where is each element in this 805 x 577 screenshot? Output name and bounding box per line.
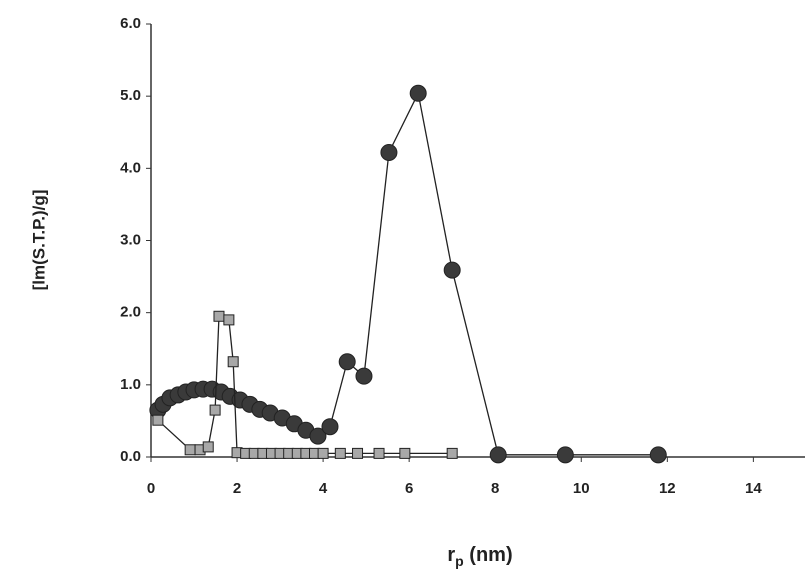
- circle-marker: [557, 447, 573, 463]
- x-axis-label: rp (nm): [447, 544, 512, 568]
- x-tick-label: 2: [233, 480, 241, 497]
- y-tick-label: 6.0: [120, 15, 141, 32]
- circle-marker: [410, 85, 426, 101]
- square-marker: [335, 448, 345, 458]
- y-axis-label: [lm(S.T.P.)/g]: [29, 190, 48, 291]
- square-marker: [153, 415, 163, 425]
- x-tick-label: 6: [405, 480, 413, 497]
- x-tick-label: 0: [147, 480, 155, 497]
- x-label-main: r: [447, 544, 455, 566]
- circle-marker: [322, 419, 338, 435]
- y-tick-label: 3.0: [120, 231, 141, 248]
- square-marker: [447, 448, 457, 458]
- y-tick-label: 5.0: [120, 87, 141, 104]
- square-marker: [214, 311, 224, 321]
- x-tick-label: 8: [491, 480, 499, 497]
- square-marker: [374, 448, 384, 458]
- circle-marker: [444, 262, 460, 278]
- x-tick-label: 12: [659, 480, 676, 497]
- square-marker: [203, 442, 213, 452]
- square-marker: [228, 357, 238, 367]
- y-tick-label: 1.0: [120, 376, 141, 393]
- x-label-sub: p: [455, 553, 464, 569]
- x-tick-label: 4: [319, 480, 328, 497]
- circle-marker: [381, 144, 397, 160]
- chart: [lm(S.T.P.)/g] rp (nm) 0.0 1.0 2.0 3.0 4.0 5.…: [0, 0, 805, 577]
- square-marker: [185, 445, 195, 455]
- x-tick-label: 10: [573, 480, 590, 497]
- circle-marker: [490, 447, 506, 463]
- x-tick-label: 14: [745, 480, 762, 497]
- y-tick-label: 4.0: [120, 159, 141, 176]
- square-marker: [224, 315, 234, 325]
- square-marker: [210, 405, 220, 415]
- x-label-rest: (nm): [464, 544, 513, 566]
- square-marker: [353, 448, 363, 458]
- circle-marker: [339, 354, 355, 370]
- y-tick-label: 2.0: [120, 304, 141, 321]
- square-marker: [400, 448, 410, 458]
- y-tick-label: 0.0: [120, 448, 141, 465]
- circle-marker: [650, 447, 666, 463]
- square-marker: [318, 448, 328, 458]
- circle-marker: [356, 368, 372, 384]
